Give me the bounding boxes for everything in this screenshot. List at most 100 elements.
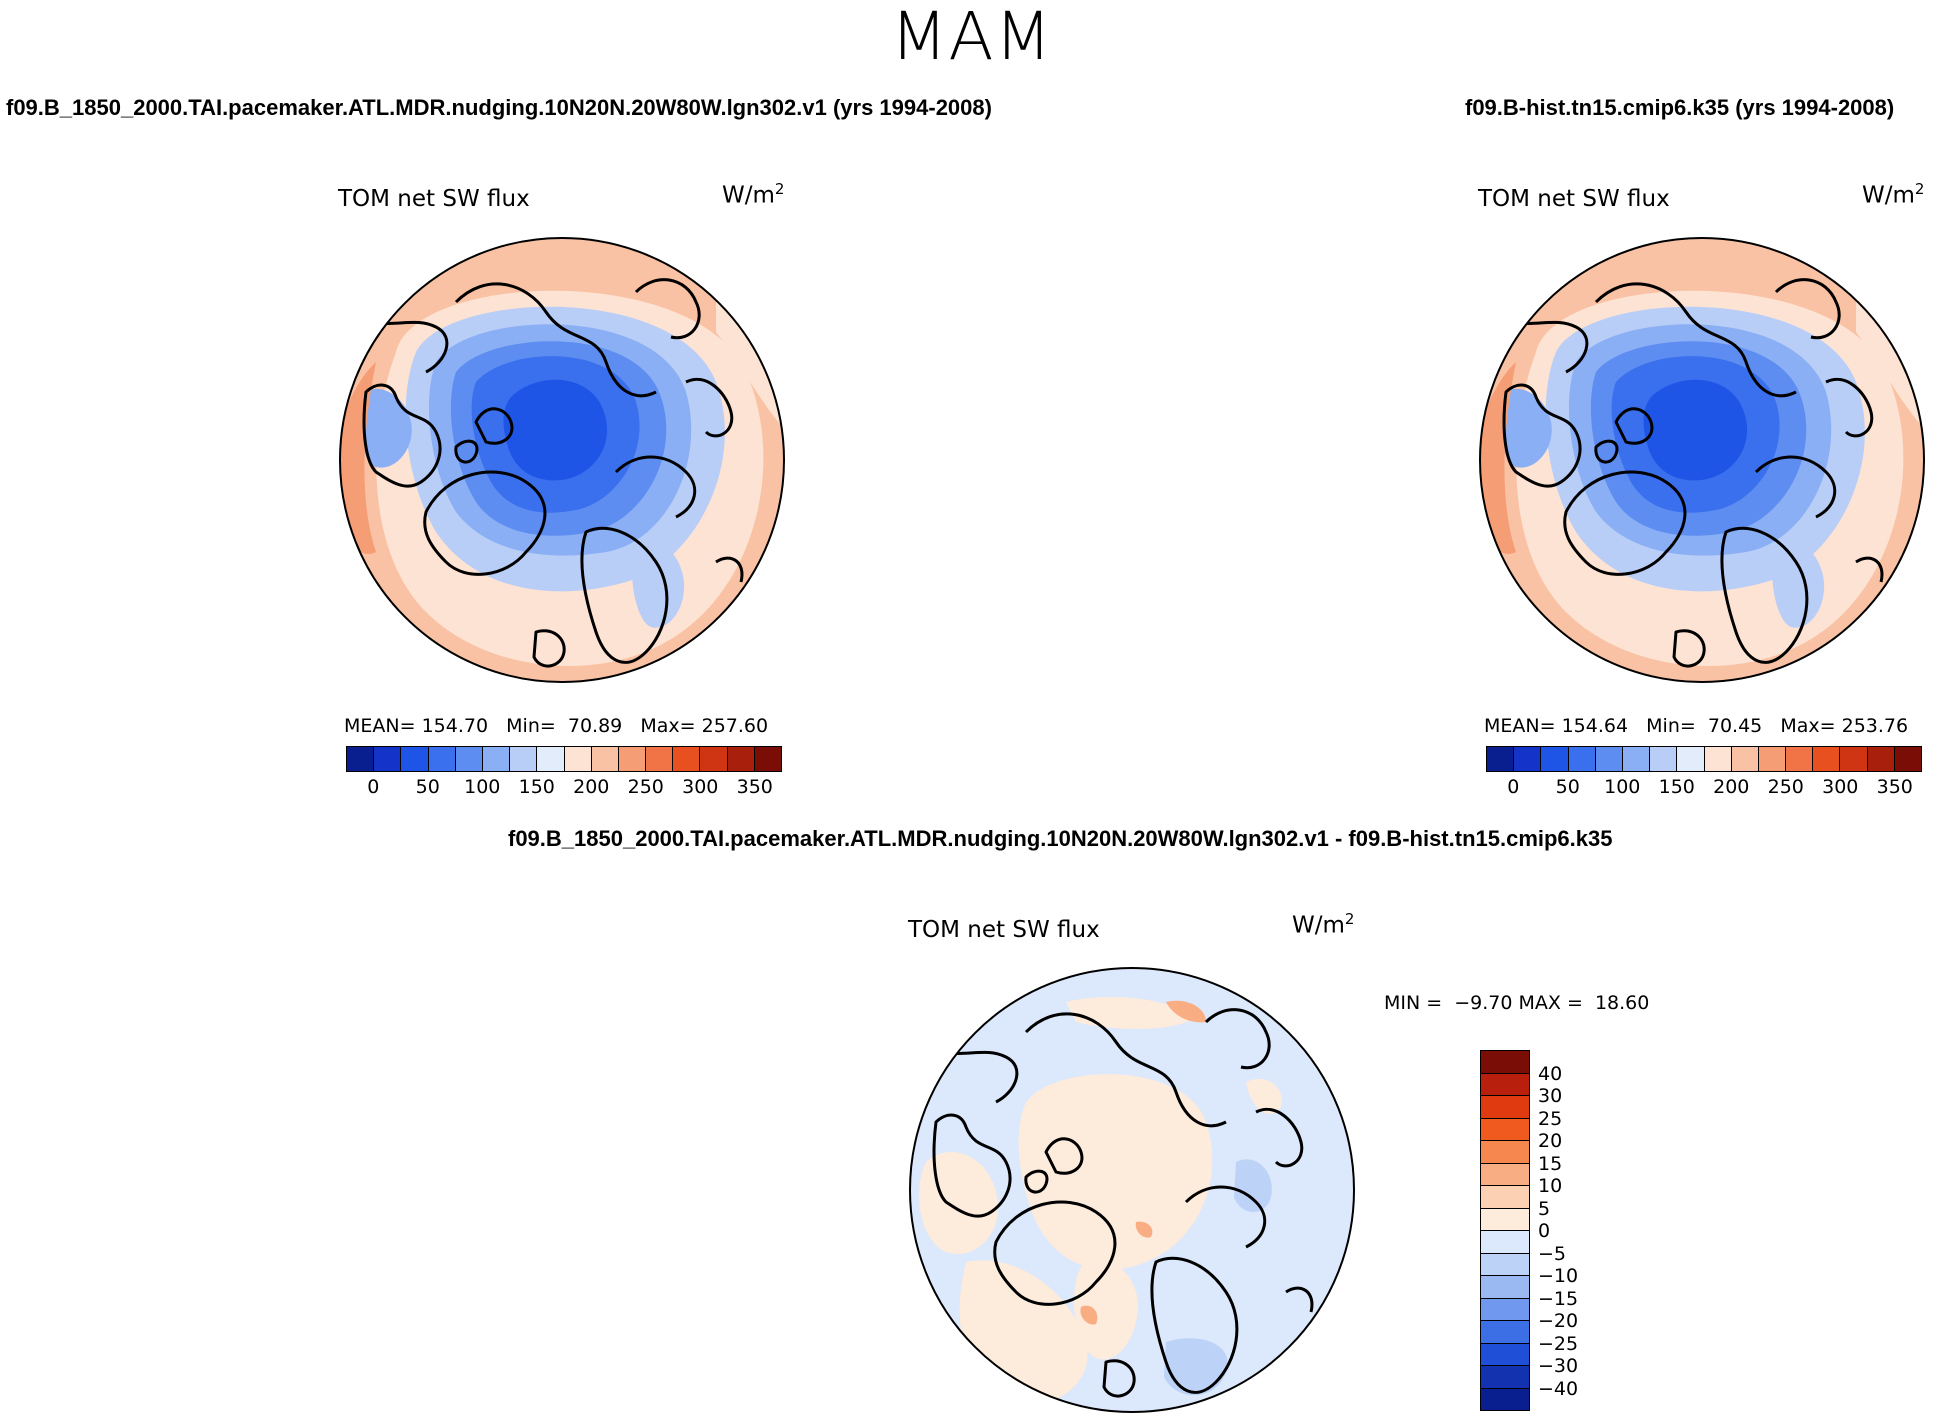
colorbar-tick-label: −15	[1538, 1287, 1579, 1310]
colorbar-swatch	[455, 747, 483, 771]
colorbar-tick-label: 0	[1538, 1220, 1551, 1242]
colorbar-2	[1486, 746, 1922, 772]
coastline	[1204, 1008, 1271, 1070]
colorbar-swatch	[1595, 747, 1623, 771]
diff-case-title: f09.B_1850_2000.TAI.pacemaker.ATL.MDR.nu…	[508, 826, 1613, 851]
colorbar-swatch	[1541, 747, 1569, 771]
polar-map-diff	[909, 967, 1355, 1413]
colorbar-tick-label: 200	[573, 776, 610, 798]
field-contour	[1166, 1000, 1206, 1023]
variable-title-2: TOM net SW flux	[1478, 186, 1670, 212]
season-title: MAM	[890, 0, 1053, 75]
colorbar-swatch	[374, 747, 402, 771]
colorbar-swatch	[1481, 1366, 1529, 1389]
colorbar-swatch	[1481, 1073, 1529, 1096]
colorbar-tick-label: 100	[464, 776, 501, 798]
coastline	[423, 470, 547, 576]
coastline	[1825, 377, 1874, 438]
coastline	[614, 455, 697, 519]
colorbar-tick-label: 5	[1538, 1197, 1551, 1220]
colorbar-swatch	[754, 747, 781, 771]
colorbar-tick-label: 300	[1822, 776, 1859, 798]
field-contour	[1164, 1338, 1228, 1396]
colorbar-tick-label: −30	[1538, 1355, 1579, 1377]
variable-title-1: TOM net SW flux	[338, 186, 530, 212]
coastline	[1594, 439, 1619, 464]
coastline	[1024, 1169, 1049, 1194]
field-contour	[1080, 1305, 1098, 1325]
colorbar-tick-label: −25	[1538, 1332, 1579, 1355]
colorbar-tick-label: 200	[1713, 776, 1750, 798]
coastline	[1774, 278, 1841, 340]
field-contour	[503, 379, 608, 481]
colorbar-swatch	[401, 747, 429, 771]
field-contour	[1018, 1074, 1213, 1270]
diff-variable-title: TOM net SW flux	[908, 917, 1100, 943]
colorbar-swatch	[1568, 747, 1596, 771]
coastline	[362, 383, 442, 488]
colorbar-swatch	[1481, 1208, 1529, 1231]
colorbar-swatch	[1867, 747, 1895, 771]
colorbar-swatch	[1758, 747, 1787, 771]
colorbar-tick-label: 300	[682, 776, 719, 798]
coastline	[474, 407, 514, 445]
colorbar-swatch	[510, 747, 538, 771]
coastline	[932, 1113, 1012, 1218]
colorbar-swatch	[1481, 1276, 1529, 1299]
map-border	[339, 237, 785, 683]
coastline	[1855, 556, 1884, 583]
colorbar-swatch	[482, 747, 511, 771]
colorbar-tick-label: 50	[1555, 776, 1580, 798]
field-contour	[1234, 1159, 1272, 1212]
colorbar-swatch	[1677, 747, 1705, 771]
colorbar-swatch	[1481, 1253, 1529, 1276]
coastline	[1150, 1256, 1239, 1394]
stats-1: MEAN= 154.70 Min= 70.89 Max= 257.60	[344, 715, 769, 737]
colorbar-tick-label: 250	[1767, 776, 1804, 798]
coastline	[1720, 526, 1809, 664]
colorbar-swatch	[1481, 1231, 1529, 1254]
case-title-1: f09.B_1850_2000.TAI.pacemaker.ATL.MDR.nu…	[6, 95, 992, 120]
diff-stats: MIN = −9.70 MAX = 18.60	[1384, 992, 1650, 1014]
colorbar-tick-label: 0	[367, 776, 380, 798]
coastline	[1024, 1012, 1227, 1128]
polar-map-1	[339, 237, 785, 683]
case-title-2: f09.B-hist.tn15.cmip6.k35 (yrs 1994-2008…	[1465, 95, 1895, 120]
colorbar-tick-label: −10	[1538, 1265, 1579, 1287]
colorbar-tick-label: 150	[518, 776, 555, 798]
colorbar-tick-label: 50	[415, 776, 440, 798]
units-label-1: W/m2	[722, 180, 785, 209]
colorbar-swatch	[1481, 1343, 1529, 1366]
coastline	[1285, 1286, 1314, 1313]
coastline	[454, 282, 657, 398]
colorbar-swatch	[727, 747, 755, 771]
map-border	[1479, 237, 1925, 683]
coastline	[1672, 629, 1706, 668]
field-contour	[1135, 1221, 1153, 1238]
coastline	[1184, 1185, 1267, 1249]
colorbar-swatch	[1894, 747, 1921, 771]
polar-map-2	[1479, 237, 1925, 683]
coastline	[532, 629, 566, 668]
units-label-2: W/m2	[1862, 180, 1925, 209]
field-contour	[1643, 379, 1748, 481]
colorbar-swatch	[1481, 1163, 1529, 1186]
colorbar-tick-label: 100	[1604, 776, 1641, 798]
colorbar-swatch	[1481, 1321, 1529, 1344]
colorbar-swatch	[1622, 747, 1651, 771]
colorbar-swatch	[1514, 747, 1542, 771]
colorbar-tick-label: 250	[627, 776, 664, 798]
coastline	[685, 377, 734, 438]
colorbar-swatch	[428, 747, 456, 771]
colorbar-tick-label: −20	[1538, 1310, 1579, 1332]
colorbar-swatch	[564, 747, 592, 771]
colorbar-1	[346, 746, 782, 772]
field-contour	[1856, 292, 1924, 432]
colorbar-tick-label: 0	[1507, 776, 1520, 798]
field-contour	[1066, 997, 1196, 1029]
colorbar-swatch	[700, 747, 728, 771]
colorbar-swatch	[1650, 747, 1678, 771]
field-contour	[1074, 1260, 1138, 1360]
colorbar-swatch	[646, 747, 674, 771]
colorbar-tick-label: 350	[736, 776, 773, 798]
